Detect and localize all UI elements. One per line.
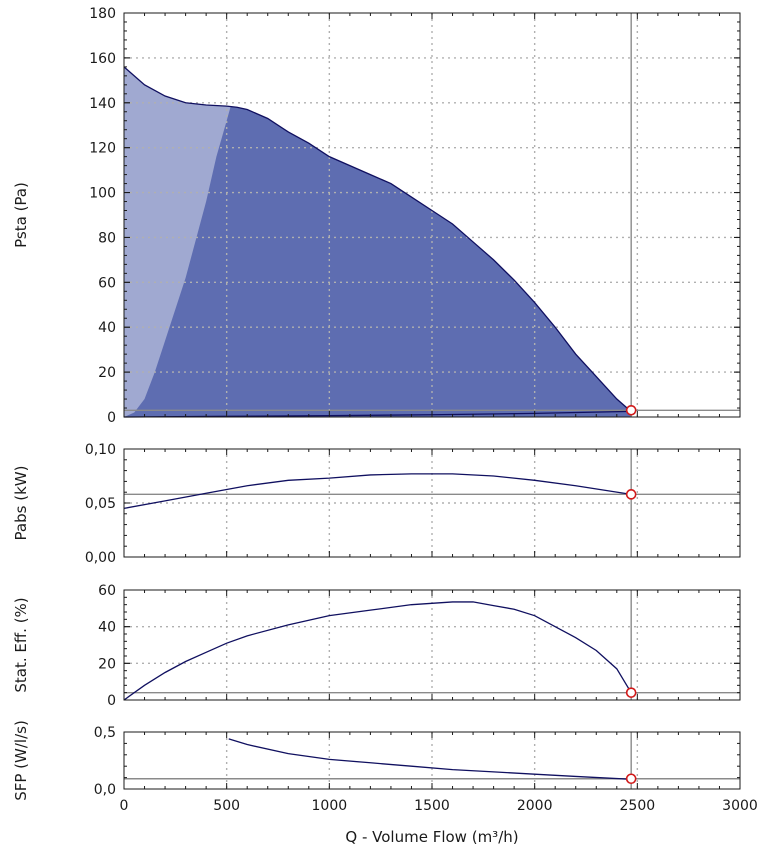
y-tick-label: 60: [98, 275, 116, 291]
series-curve-2: [123, 410, 632, 418]
y-tick-label: 0,05: [85, 496, 116, 512]
y-tick-label: 100: [89, 186, 116, 202]
operating-point: [625, 687, 637, 698]
y-tick-label: 180: [89, 6, 116, 22]
y-tick-label: 60: [98, 583, 116, 599]
y-tick-label: 40: [98, 320, 116, 336]
y-tick-label: 0: [107, 410, 116, 426]
operating-point: [625, 773, 637, 785]
x-axis-title: Q - Volume Flow (m³/h): [345, 828, 518, 846]
operating-point: [625, 404, 637, 416]
series-curve-1: [123, 473, 632, 510]
x-tick-label: 2500: [620, 798, 656, 814]
y-tick-label: 0: [107, 693, 116, 709]
x-tick-label: 500: [213, 798, 240, 814]
x-tick-label: 3000: [722, 798, 758, 814]
y-axis-title: Psta (Pa): [12, 182, 30, 248]
y-axis-title: SFP (W/l/s): [12, 720, 30, 801]
panel-3: 0 20 40 60 Stat. Eff. (%): [12, 583, 741, 709]
y-tick-label: 160: [89, 51, 116, 67]
x-tick-label: 1500: [414, 798, 450, 814]
operating-point: [625, 489, 637, 500]
y-tick-label: 0,5: [94, 725, 116, 741]
y-axis-title: Pabs (kW): [12, 466, 30, 541]
y-axis-title: Stat. Eff. (%): [12, 597, 30, 692]
dark-region: [124, 106, 632, 418]
x-tick-label: 2000: [517, 798, 553, 814]
y-tick-label: 0,10: [85, 442, 116, 458]
series-curve-1: [228, 738, 632, 780]
x-tick-label: 0: [120, 798, 129, 814]
series-curve-1: [123, 601, 632, 701]
y-tick-label: 20: [98, 365, 116, 381]
x-tick-label: 1000: [312, 798, 348, 814]
panel-1: 0 20 40 60 80 100 120 140 160 180 Psta (Pa): [12, 6, 741, 426]
y-tick-label: 0,0: [94, 782, 116, 798]
y-tick-label: 140: [89, 96, 116, 112]
panel-4: 0,0 0,5 SFP (W/l/s) 0 500 1000 1500 2000 2500 300…: [12, 720, 758, 846]
y-tick-label: 40: [98, 620, 116, 636]
y-tick-label: 120: [89, 141, 116, 157]
y-tick-label: 80: [98, 230, 116, 246]
panel-2: 0,00 0,05 0,10 Pabs (kW): [12, 442, 741, 566]
series-curve-1: [123, 66, 632, 412]
y-tick-label: 20: [98, 656, 116, 672]
y-tick-label: 0,00: [85, 550, 116, 566]
